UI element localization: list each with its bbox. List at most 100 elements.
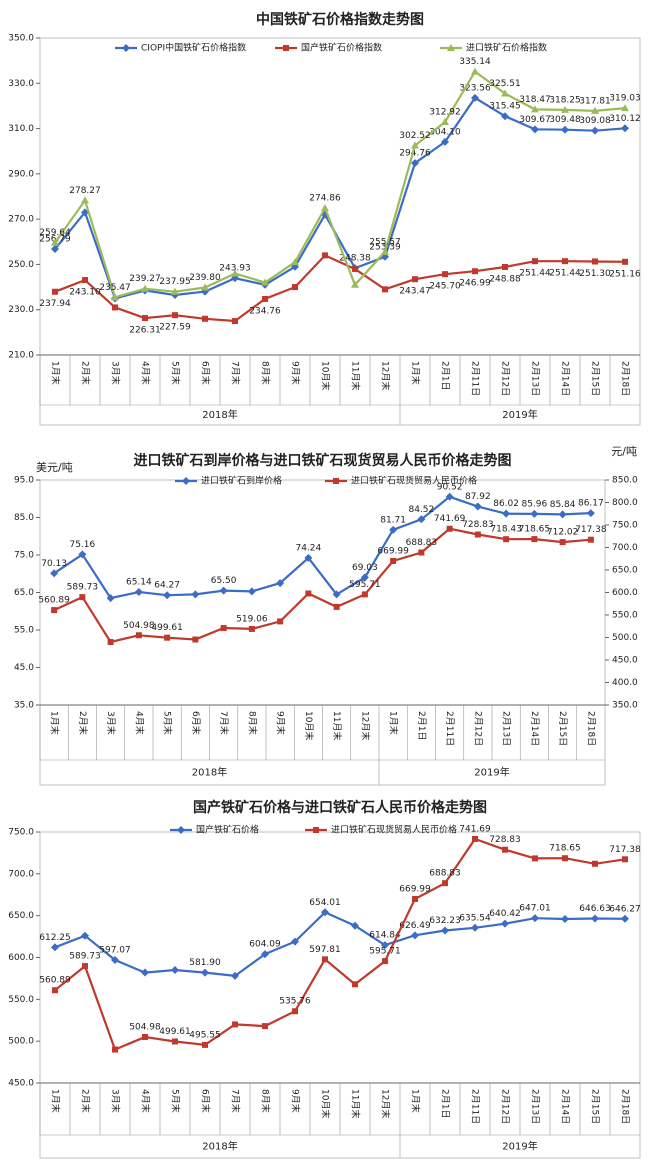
series-line <box>53 527 591 644</box>
marker <box>202 315 208 322</box>
marker <box>352 981 358 988</box>
data-label: 718.65 <box>549 844 581 854</box>
data-label: 227.59 <box>159 323 191 333</box>
x-tick-label: 2月14日 <box>560 361 571 396</box>
marker <box>442 880 448 887</box>
x-tick-label: 5月末 <box>170 1089 182 1113</box>
marker <box>191 590 200 599</box>
data-label: 718.43 <box>490 525 522 535</box>
y2-tick-label: 800.0 <box>612 498 638 508</box>
marker <box>231 269 239 277</box>
marker <box>292 284 298 291</box>
data-label: 74.24 <box>295 543 321 553</box>
x-tick-label: 10月末 <box>303 711 315 740</box>
group-label: 2019年 <box>502 1140 537 1153</box>
marker <box>473 502 482 511</box>
data-label: 717.38 <box>609 845 641 855</box>
y2-tick-label: 600.0 <box>612 588 638 598</box>
marker <box>622 258 628 265</box>
marker <box>532 258 538 265</box>
data-label: 69.03 <box>352 563 378 573</box>
marker <box>177 826 185 834</box>
data-label: 319.03 <box>609 94 641 104</box>
marker <box>447 44 455 51</box>
marker <box>351 921 359 930</box>
marker <box>532 855 538 862</box>
marker <box>134 587 143 596</box>
group-label: 2019年 <box>502 408 537 421</box>
marker <box>445 492 454 501</box>
data-label: 81.71 <box>380 515 406 525</box>
data-label: 614.84 <box>369 931 401 941</box>
y-tick-label: 210.0 <box>8 351 34 361</box>
marker <box>261 950 269 959</box>
x-tick-label: 3月末 <box>110 361 122 385</box>
marker <box>361 591 368 598</box>
marker <box>142 1034 148 1041</box>
group-label: 2018年 <box>202 408 237 421</box>
marker <box>561 105 569 113</box>
x-tick-label: 8月末 <box>260 361 272 385</box>
marker <box>321 204 329 212</box>
marker <box>621 914 629 923</box>
data-label: 317.81 <box>579 96 611 106</box>
data-label: 234.76 <box>249 306 281 316</box>
marker <box>78 550 87 559</box>
x-tick-label: 11月末 <box>350 1089 362 1118</box>
marker <box>471 67 479 75</box>
marker <box>304 553 313 562</box>
x-tick-label: 2月末 <box>80 1089 92 1113</box>
data-label: 235.47 <box>99 283 131 293</box>
marker <box>81 931 89 940</box>
data-label: 560.89 <box>39 976 71 986</box>
marker <box>332 590 341 599</box>
x-tick-label: 2月1日 <box>440 1089 451 1118</box>
x-tick-label: 2月15日 <box>590 1089 601 1124</box>
plot-frame <box>39 831 641 1159</box>
data-label: 504.98 <box>123 621 155 631</box>
y-tick-label: 250.0 <box>8 260 34 270</box>
marker <box>52 288 58 295</box>
data-label: 85.96 <box>521 499 547 509</box>
x-tick-label: 12月末 <box>380 1089 392 1118</box>
x-tick-label: 7月末 <box>230 361 242 385</box>
marker <box>141 968 149 977</box>
marker <box>261 278 269 286</box>
marker <box>622 856 628 863</box>
data-label: 323.56 <box>459 83 491 93</box>
data-label: 65.50 <box>211 576 237 586</box>
x-tick-label: 10月末 <box>320 361 332 390</box>
data-label: 64.27 <box>154 581 180 591</box>
y-tick-label: 600.0 <box>8 953 34 963</box>
marker <box>502 263 508 270</box>
data-label: 251.30 <box>579 269 611 279</box>
marker <box>530 509 539 518</box>
marker <box>621 104 629 112</box>
data-label: 632.23 <box>429 916 461 926</box>
data-label: 741.69 <box>459 824 491 834</box>
marker <box>471 923 479 932</box>
data-label: 604.09 <box>249 940 281 950</box>
marker <box>591 106 599 114</box>
legend-label: 进口铁矿石现货贸易人民币价格 <box>331 824 457 836</box>
y-tick-label: 95.0 <box>14 476 34 486</box>
series-line <box>54 96 626 300</box>
data-label: 612.25 <box>39 933 71 943</box>
x-tick-label: 1月末 <box>50 361 62 385</box>
x-tick-label: 2月12日 <box>500 361 511 396</box>
legend-label: CIOPI中国铁矿石价格指数 <box>141 42 246 54</box>
data-label: 245.70 <box>429 282 461 292</box>
marker <box>51 607 58 614</box>
marker <box>107 639 114 645</box>
data-label: 499.61 <box>159 1027 191 1037</box>
marker <box>411 141 419 149</box>
marker <box>381 252 389 261</box>
marker <box>389 525 398 534</box>
y-tick-label: 85.0 <box>14 513 34 523</box>
marker <box>322 252 328 259</box>
marker <box>322 956 328 963</box>
data-label: 302.52 <box>399 131 431 141</box>
x-tick-label: 4月末 <box>140 361 152 385</box>
